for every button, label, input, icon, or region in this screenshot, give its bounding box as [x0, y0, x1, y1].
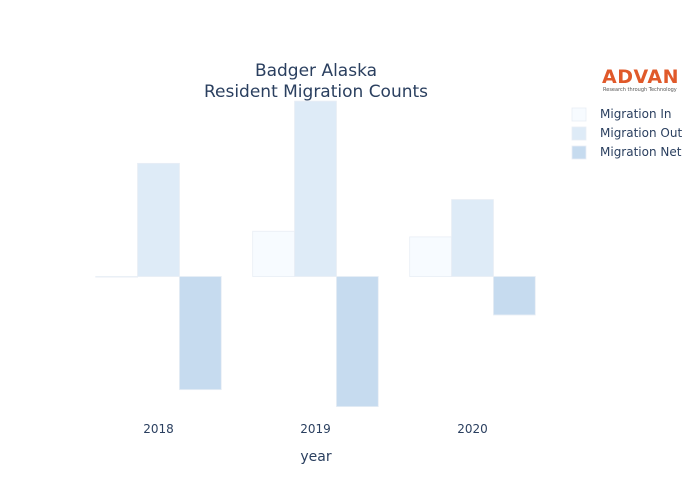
- bar-migration-out-2019[interactable]: [294, 100, 337, 277]
- chart-title-line-1: Badger Alaska: [255, 61, 377, 81]
- legend-swatch: [571, 107, 587, 122]
- x-tick-label-2019: 2019: [300, 422, 331, 436]
- bars-layer: [95, 100, 536, 408]
- legend-label: Migration Net: [600, 145, 682, 159]
- bar-migration-in-2018[interactable]: [95, 276, 138, 278]
- bar-migration-net-2020[interactable]: [493, 276, 536, 316]
- legend-label: Migration Out: [600, 126, 682, 140]
- legend-item-migration-in[interactable]: Migration In: [571, 107, 672, 122]
- legend-item-migration-out[interactable]: Migration Out: [571, 126, 682, 141]
- legend-swatch: [571, 145, 587, 160]
- bar-migration-in-2020[interactable]: [409, 236, 452, 277]
- legend[interactable]: Migration In Migration Out Migration Net: [571, 107, 682, 160]
- x-tick-label-2018: 2018: [143, 422, 174, 436]
- legend-swatch: [571, 126, 587, 141]
- x-tick-label-2020: 2020: [457, 422, 488, 436]
- advan-logo: ADVAN Research through Technology: [602, 66, 679, 93]
- x-axis-ticks: 2018 2019 2020: [143, 422, 488, 436]
- logo-tagline: Research through Technology: [603, 87, 677, 93]
- chart-title: Badger Alaska Resident Migration Counts: [204, 61, 428, 102]
- legend-item-migration-net[interactable]: Migration Net: [571, 145, 682, 160]
- bar-migration-out-2018[interactable]: [137, 162, 180, 277]
- legend-label: Migration In: [600, 107, 672, 121]
- bar-migration-out-2020[interactable]: [451, 199, 494, 277]
- x-axis-title: year: [300, 449, 331, 465]
- bar-migration-in-2019[interactable]: [252, 230, 295, 277]
- logo-wordmark: ADVAN: [602, 66, 679, 88]
- chart-title-line-2: Resident Migration Counts: [204, 82, 428, 102]
- bar-migration-net-2019[interactable]: [336, 276, 379, 408]
- bar-migration-net-2018[interactable]: [179, 276, 222, 391]
